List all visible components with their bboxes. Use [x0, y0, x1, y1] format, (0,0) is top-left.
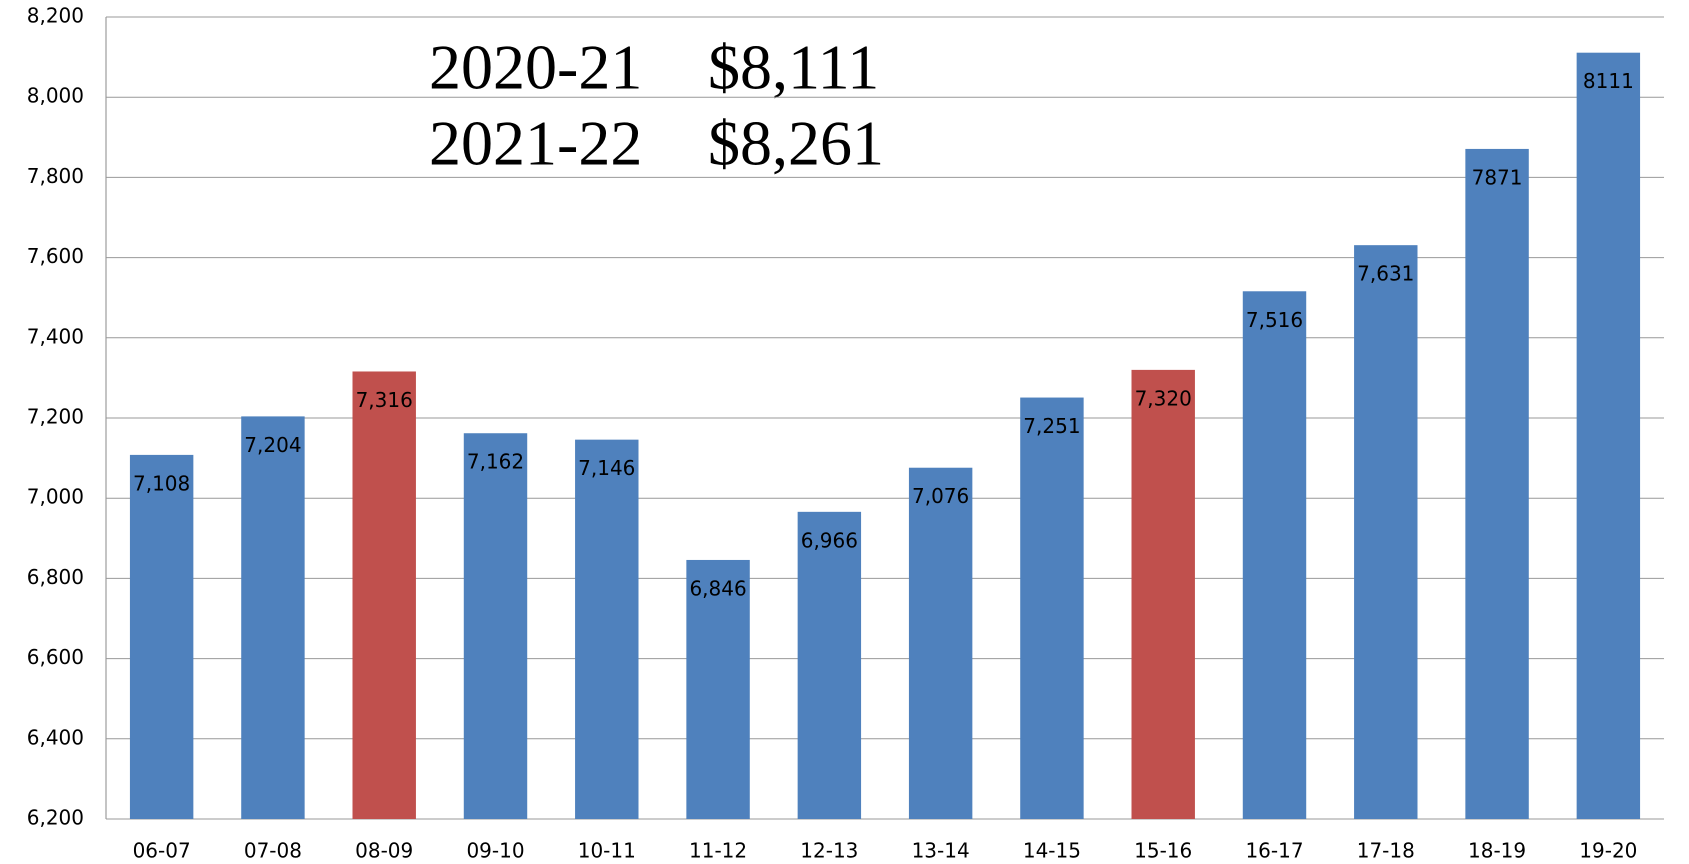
annotation-amount: $8,111: [708, 32, 879, 103]
bar: [797, 511, 862, 819]
x-tick-label: 06-07: [133, 839, 191, 863]
y-tick-label: 7,000: [27, 485, 84, 509]
y-tick-label: 7,200: [27, 405, 84, 429]
data-label: 7,146: [578, 456, 635, 480]
bar: [908, 467, 973, 819]
bar: [1131, 369, 1195, 819]
y-tick-label: 6,400: [27, 725, 84, 749]
annotation-year: 2020-21: [429, 32, 642, 103]
bar: [1465, 148, 1529, 819]
bar: [241, 416, 305, 819]
data-label: 7,320: [1135, 386, 1192, 410]
data-label: 7,251: [1023, 414, 1080, 438]
annotation-amount: $8,261: [708, 108, 884, 179]
x-tick-label: 18-19: [1468, 839, 1526, 863]
data-label: 7871: [1472, 165, 1523, 189]
y-tick-label: 8,200: [27, 4, 84, 28]
bar: [575, 439, 639, 819]
x-tick-label: 12-13: [800, 839, 858, 863]
x-tick-label: 07-08: [244, 839, 302, 863]
data-label: 7,076: [912, 484, 969, 508]
bar: [463, 433, 528, 819]
bar: [1020, 397, 1084, 819]
data-label: 6,846: [689, 576, 746, 600]
y-tick-label: 7,800: [27, 164, 84, 188]
bar: [1242, 291, 1307, 819]
bar: [686, 559, 750, 819]
bar: [129, 454, 194, 819]
bar: [1354, 245, 1418, 819]
y-tick-label: 6,800: [27, 565, 84, 589]
y-tick-label: 8,000: [27, 84, 84, 108]
x-tick-label: 15-16: [1134, 839, 1192, 863]
x-tick-label: 17-18: [1357, 839, 1415, 863]
data-label: 6,966: [801, 528, 858, 552]
bar: [352, 371, 416, 819]
data-label: 7,516: [1246, 308, 1303, 332]
y-tick-label: 6,200: [27, 806, 84, 830]
y-tick-label: 7,600: [27, 244, 84, 268]
x-tick-label: 08-09: [355, 839, 413, 863]
data-label: 7,316: [356, 388, 413, 412]
x-tick-label: 14-15: [1023, 839, 1081, 863]
data-label: 8111: [1583, 69, 1634, 93]
y-tick-label: 6,600: [27, 645, 84, 669]
y-tick-label: 7,400: [27, 324, 84, 348]
x-tick-label: 10-11: [578, 839, 636, 863]
bar: [1576, 52, 1641, 819]
annotation-year: 2021-22: [429, 108, 642, 179]
x-tick-label: 09-10: [466, 839, 524, 863]
data-label: 7,108: [133, 471, 190, 495]
x-tick-label: 16-17: [1245, 839, 1303, 863]
data-label: 7,204: [244, 433, 301, 457]
data-label: 7,631: [1357, 262, 1414, 286]
x-tick-label: 19-20: [1579, 839, 1637, 863]
x-tick-label: 11-12: [689, 839, 747, 863]
x-tick-label: 13-14: [912, 839, 970, 863]
data-label: 7,162: [467, 450, 524, 474]
